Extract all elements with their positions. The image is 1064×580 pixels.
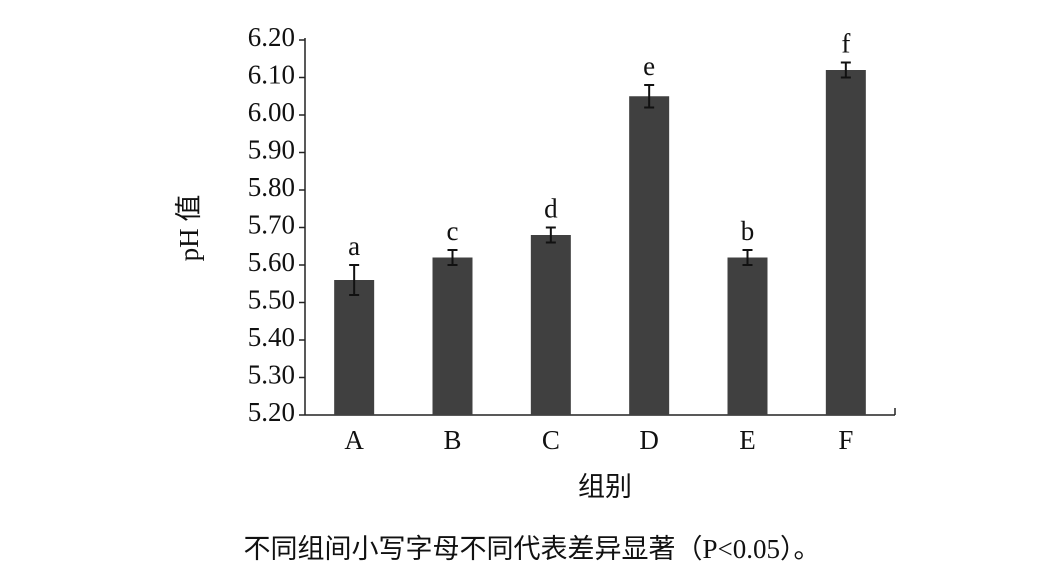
y-tick-label: 5.20: [248, 397, 295, 427]
y-tick-label: 5.40: [248, 322, 295, 352]
x-tick-label: C: [542, 425, 560, 455]
y-tick-label: 5.50: [248, 285, 295, 315]
significance-letter: a: [348, 231, 360, 261]
significance-letter: e: [643, 51, 655, 81]
significance-letter: f: [841, 29, 850, 59]
y-tick-label: 6.00: [248, 97, 295, 127]
y-tick-label: 5.70: [248, 210, 295, 240]
significance-letter: b: [741, 216, 755, 246]
bar: [727, 257, 768, 415]
x-tick-label: D: [639, 425, 659, 455]
y-axis-label: pH 值: [174, 195, 204, 262]
x-tick-label: F: [838, 425, 853, 455]
bar: [334, 280, 375, 415]
y-tick-label: 5.80: [248, 172, 295, 202]
x-axis-label: 组别: [578, 472, 632, 502]
bar: [629, 96, 670, 415]
x-tick-label: E: [739, 425, 756, 455]
y-tick-label: 6.20: [248, 22, 295, 52]
y-tick-label: 5.60: [248, 247, 295, 277]
bar: [432, 257, 473, 415]
y-tick-label: 6.10: [248, 60, 295, 90]
x-tick-label: B: [443, 425, 461, 455]
x-tick-label: A: [344, 425, 364, 455]
caption: 不同组间小写字母不同代表差异显著（P<0.05）。: [244, 534, 821, 564]
significance-letter: c: [447, 216, 459, 246]
bar: [825, 70, 866, 415]
significance-letter: d: [544, 194, 558, 224]
y-tick-label: 5.30: [248, 360, 295, 390]
y-tick-label: 5.90: [248, 135, 295, 165]
bar: [530, 235, 571, 415]
